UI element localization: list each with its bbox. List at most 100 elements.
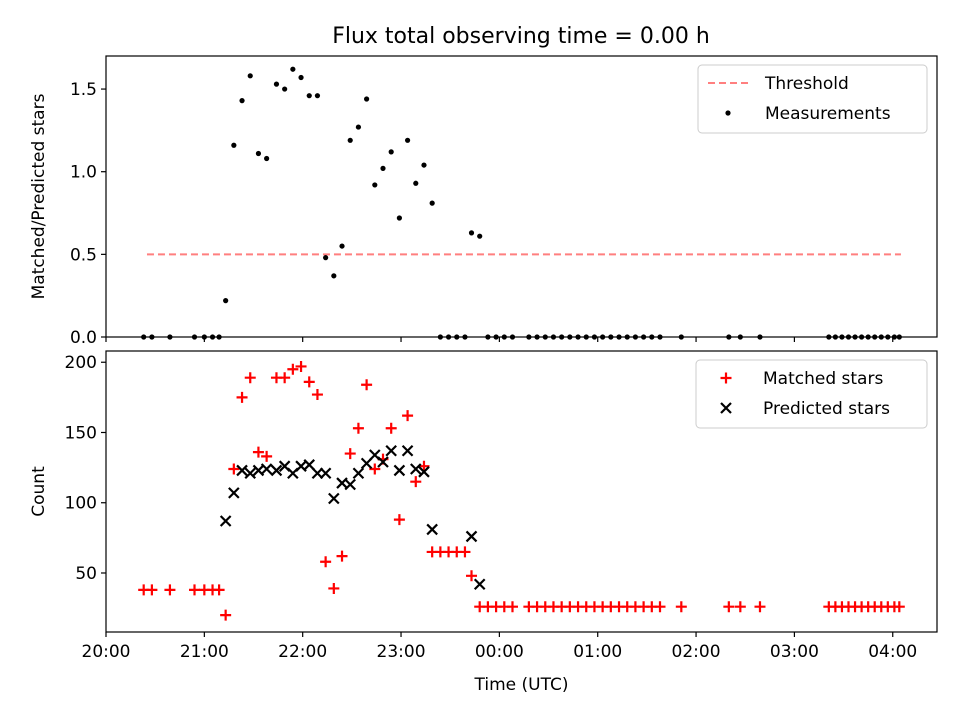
matched-star-point [220, 609, 232, 621]
legend-box [695, 359, 928, 429]
matched-star-point [189, 584, 201, 596]
predicted-star-point [352, 467, 365, 480]
matched-star-point [893, 601, 905, 613]
predicted-star-point [418, 466, 430, 478]
legend-marker-swatch [720, 372, 732, 384]
predicted-star-point [228, 487, 240, 499]
matched-star-point [654, 601, 666, 613]
y-tick-label: 0.0 [70, 328, 97, 348]
matched-star-point [252, 446, 264, 458]
measurement-point [290, 66, 296, 72]
measurement-point [339, 243, 345, 249]
predicted-star-point [426, 523, 438, 536]
measurement-point [380, 165, 386, 171]
matched-star-point [328, 582, 340, 594]
matched-star-point [734, 601, 746, 613]
predicted-star-point [319, 467, 332, 480]
measurement-point [388, 149, 394, 155]
top-panel-ratio: 0.0 0.5 1.0 1.5 Matched/Predicted stars Thres… [29, 55, 938, 348]
measurement-point [255, 150, 262, 157]
y-tick-label: 50 [75, 564, 97, 584]
x-tick-label: 01:00 [573, 642, 622, 662]
matched-star-point [459, 546, 471, 558]
bottom-panel-counts: 50 100 150 200 20:00 21:00 22:00 23:00 00:00 01:0… [29, 350, 938, 695]
predicted-star-point [385, 444, 397, 457]
matched-star-point [146, 584, 158, 596]
predicted-star-point [236, 464, 248, 477]
predicted-star-point [393, 464, 406, 477]
measurement-point [331, 273, 337, 279]
measurement-point [372, 182, 378, 188]
matched-star-point [320, 556, 332, 568]
matched-star-point [164, 584, 176, 596]
matched-star-point [352, 422, 364, 434]
matched-star-point [279, 372, 291, 384]
legend: Threshold Measurements [697, 64, 928, 134]
measurement-point [468, 230, 475, 236]
predicted-star-point [270, 464, 283, 477]
measurement-point [306, 93, 312, 99]
x-tick-label: 22:00 [278, 642, 327, 662]
legend-entry-label: Predicted stars [763, 399, 890, 419]
predicted-star-point [219, 515, 232, 527]
measurement-point [264, 155, 270, 162]
legend-entry-label: Threshold [764, 74, 849, 94]
legend-marker-swatch [725, 110, 731, 116]
predicted-star-point [260, 463, 273, 475]
axes-frame [105, 350, 938, 633]
measurement-point [421, 162, 427, 168]
matched-star-point [236, 391, 248, 403]
matched-star-point [336, 550, 348, 562]
matched-star-point [723, 601, 735, 613]
matched-star-point [369, 463, 381, 475]
y-tick-label: 150 [65, 423, 97, 443]
predicted-star-point [410, 463, 422, 475]
y-tick-label: 1.5 [70, 80, 97, 100]
legend: Matched stars Predicted stars [695, 359, 928, 429]
y-axis-label: Matched/Predicted stars [29, 93, 49, 299]
measurement-point [323, 255, 329, 261]
matched-star-point [213, 584, 225, 596]
predicted-star-point [377, 456, 389, 468]
matched-star-point [675, 601, 687, 613]
measurement-point [364, 96, 370, 102]
measurement-point [282, 86, 288, 92]
measurement-point [477, 233, 483, 239]
matched-star-point [303, 376, 315, 388]
chart-title: Flux total observing time = 0.00 h [332, 24, 710, 49]
matched-star-point [466, 570, 478, 582]
predicted-star-point [465, 530, 478, 543]
measurement-point [231, 142, 237, 148]
y-tick-label: 1.0 [70, 163, 97, 183]
x-tick-label: 04:00 [868, 642, 917, 662]
predicted-star-point [244, 467, 257, 480]
y-axis-label: Count [29, 466, 49, 517]
legend-marker-swatch [720, 402, 732, 414]
measurement-point [273, 81, 280, 87]
matched-star-point [410, 476, 422, 488]
matched-star-point [244, 372, 256, 384]
x-tick-label: 00:00 [475, 642, 524, 662]
matched-star-point [344, 448, 356, 460]
measurement-point [247, 73, 253, 79]
matched-star-point [261, 450, 273, 462]
x-axis-label: Time (UTC) [474, 675, 569, 695]
x-tick-label: 20:00 [82, 642, 131, 662]
measurement-point [239, 98, 245, 104]
matched-star-point [506, 601, 518, 613]
matched-star-point [402, 410, 414, 422]
measurement-point [347, 137, 353, 143]
measurement-point [413, 180, 419, 186]
y-tick-label: 0.5 [70, 245, 97, 265]
predicted-star-point [328, 492, 340, 505]
predicted-star-point [344, 478, 356, 491]
matched-star-point [754, 601, 766, 613]
legend-entry-label: Measurements [765, 104, 891, 124]
series-matched-stars [138, 360, 905, 621]
measurement-point [429, 200, 435, 206]
matched-star-point [418, 460, 430, 472]
predicted-star-point [401, 444, 414, 457]
legend-entry-label: Matched stars [763, 369, 883, 389]
measurement-point [314, 93, 321, 99]
